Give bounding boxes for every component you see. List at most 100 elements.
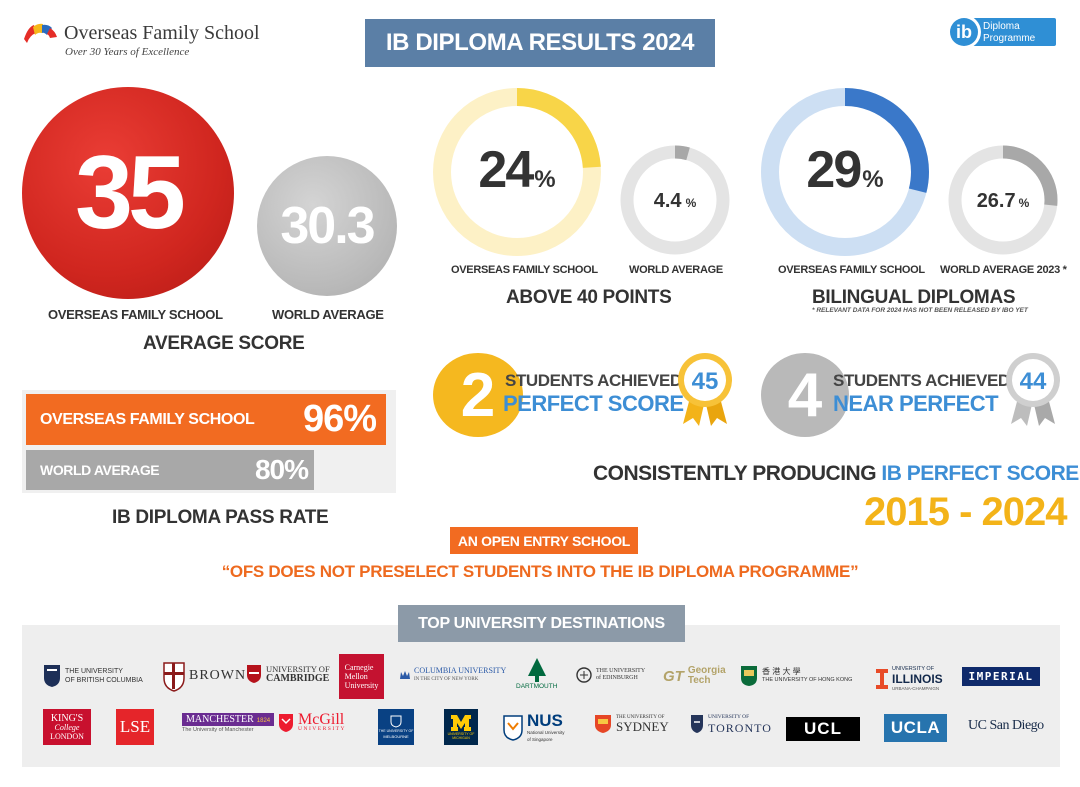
ubc-line-1: THE UNIVERSITY	[65, 668, 123, 675]
world-average-score-circle: 30.3	[257, 156, 397, 296]
school-name: Overseas Family School	[64, 22, 260, 44]
ofs-logo-icon	[24, 23, 57, 43]
cambridge-line-1: UNIVERSITY OF	[266, 664, 330, 674]
pass-rate-ofs-label: OVERSEAS FAMILY SCHOOL	[40, 410, 255, 428]
above-40-world-ring	[620, 145, 730, 255]
logo-brown: BROWN	[163, 660, 246, 692]
logo-columbia: COLUMBIA UNIVERSITY IN THE CITY OF NEW YO…	[400, 666, 506, 684]
school-tagline: Over 30 Years of Excellence	[65, 46, 190, 58]
gatech-line-2: Tech	[687, 675, 711, 686]
ubc-line-2: OF BRITISH COLUMBIA	[65, 677, 143, 684]
consistency-prefix: CONSISTENTLY PRODUCING	[593, 462, 877, 485]
toronto-crest-icon	[691, 714, 703, 733]
bilingual-world-unit: %	[1018, 196, 1030, 210]
above-40-world-number: 4.4	[653, 190, 682, 212]
illinois-i-icon	[876, 669, 888, 689]
world-average-label: WORLD AVERAGE	[272, 307, 384, 322]
ofs-average-label: OVERSEAS FAMILY SCHOOL	[48, 307, 223, 322]
kings-line-2: College	[54, 722, 80, 732]
bilingual-ofs-ring	[761, 88, 929, 256]
bilingual-world-label: WORLD AVERAGE 2023 *	[940, 264, 1067, 276]
hku-line-2: THE UNIVERSITY OF HONG KONG	[762, 677, 853, 683]
sydney-line-2: SYDNEY	[616, 719, 669, 734]
brown-name: BROWN	[189, 668, 247, 683]
university-section-title: TOP UNIVERSITY DESTINATIONS	[398, 605, 685, 642]
logo-carnegie-mellon: Carnegie Mellon University	[339, 654, 384, 699]
michigan-line-2: MICHIGAN	[452, 735, 470, 740]
logo-illinois: UNIVERSITY OF ILLINOIS URBANA-CHAMPAIGN	[876, 665, 943, 693]
logo-michigan: UNIVERSITY OF MICHIGAN	[444, 709, 478, 745]
bilingual-ofs-unit: %	[862, 166, 884, 193]
logo-dartmouth: DARTMOUTH	[516, 658, 557, 690]
open-entry-badge: AN OPEN ENTRY SCHOOL	[450, 527, 638, 554]
perfect-score-line-1: STUDENTS ACHIEVED	[505, 371, 682, 390]
bilingual-ofs-arc	[761, 88, 929, 256]
lse-name: LSE	[119, 717, 151, 736]
mcgill-line-2: UNIVERSITY	[298, 726, 346, 732]
gold-rosette-icon: 45	[678, 353, 732, 426]
manchester-line-2: The University of Manchester	[182, 727, 254, 733]
bilingual-ofs-value: 29 %	[761, 140, 929, 200]
logo-edinburgh: THE UNIVERSITY of EDINBURGH	[576, 667, 645, 683]
logo-sydney: THE UNIVERSITY OF SYDNEY	[594, 714, 669, 734]
kings-line-1: KING'S	[50, 712, 84, 724]
open-entry-quote: “OFS DOES NOT PRESELECT STUDENTS INTO TH…	[221, 562, 859, 581]
bilingual-world-number: 26.7	[976, 190, 1016, 212]
gatech-gt-icon: GT	[663, 667, 684, 685]
ib-logo-icon: ib Diploma Programme	[947, 15, 1056, 49]
ubc-crest-icon	[44, 665, 60, 687]
near-perfect-count: 4	[761, 353, 849, 437]
logo-ucla: UCLA	[884, 714, 947, 742]
above-40-world-unit: %	[685, 196, 697, 210]
ofs-average-score-circle: 35	[22, 87, 234, 299]
above-40-world-arc	[620, 145, 730, 255]
pass-rate-world-bar: WORLD AVERAGE 80%	[26, 450, 314, 490]
manchester-year: 1824	[256, 718, 271, 724]
brown-crest-icon	[163, 662, 185, 692]
perfect-score-line-2: PERFECT SCORE	[503, 391, 684, 416]
cmu-line-1: Carnegie	[344, 663, 374, 672]
bilingual-caption: BILINGUAL DIPLOMAS	[812, 287, 1016, 308]
columbia-line-2: IN THE CITY OF NEW YORK	[414, 677, 479, 682]
above-40-world-label: WORLD AVERAGE	[629, 264, 723, 276]
illinois-line-2: ILLINOIS	[892, 672, 943, 686]
pass-rate-world-value: 80%	[254, 454, 309, 485]
above-40-ofs-ring	[433, 88, 601, 256]
university-panel	[22, 625, 1060, 767]
logo-imperial: IMPERIAL	[962, 667, 1040, 686]
sydney-line-1: THE UNIVERSITY OF	[616, 715, 665, 720]
nus-line-2: National University	[527, 730, 565, 735]
above-40-caption: ABOVE 40 POINTS	[506, 287, 672, 308]
page-title: IB DIPLOMA RESULTS 2024	[365, 19, 715, 67]
logo-lse: LSE	[116, 709, 154, 745]
consistency-highlight: IB PERFECT SCORERS	[881, 462, 1080, 485]
pass-rate-ofs-bar: OVERSEAS FAMILY SCHOOL 96%	[26, 394, 386, 445]
melbourne-line-2: MELBOURNE	[383, 734, 409, 739]
above-40-world-value: 4.4 %	[620, 190, 730, 213]
logo-manchester: MANCHESTER 1824 The University of Manches…	[182, 713, 275, 733]
sydney-crest-icon	[595, 715, 611, 733]
logo-ucsd: UC San Diego	[968, 718, 1044, 734]
above-40-ofs-unit: %	[534, 166, 556, 193]
ucsd-name: UC San Diego	[968, 718, 1044, 733]
above-40-ofs-value: 24 %	[433, 140, 601, 200]
cambridge-line-2: CAMBRIDGE	[266, 673, 330, 684]
illinois-line-3: URBANA-CHAMPAIGN	[892, 686, 940, 691]
pass-rate-world-label: WORLD AVERAGE	[40, 462, 160, 478]
pass-rate-caption: IB DIPLOMA PASS RATE	[112, 507, 329, 528]
michigan-block-m-icon	[451, 714, 471, 731]
hku-line-1: 香 港 大 學	[762, 667, 801, 676]
mcgill-line-1: McGill	[298, 711, 345, 728]
above-40-ofs-label: OVERSEAS FAMILY SCHOOL	[451, 264, 598, 276]
near-perfect-line-1: STUDENTS ACHIEVED	[833, 371, 1010, 390]
ucl-name: UCL	[804, 719, 842, 738]
above-40-ofs-number: 24	[478, 141, 534, 199]
nus-line-3: of Singapore	[527, 737, 553, 742]
imperial-name: IMPERIAL	[968, 670, 1034, 683]
average-score-caption: AVERAGE SCORE	[143, 333, 305, 354]
logo-hku: 香 港 大 學 THE UNIVERSITY OF HONG KONG	[740, 665, 852, 687]
melbourne-crest-icon	[390, 715, 402, 728]
perfect-badge-number: 45	[692, 368, 719, 395]
cmu-line-2: Mellon	[344, 672, 368, 681]
ib-diploma-logo: ib Diploma Programme	[946, 14, 1066, 50]
